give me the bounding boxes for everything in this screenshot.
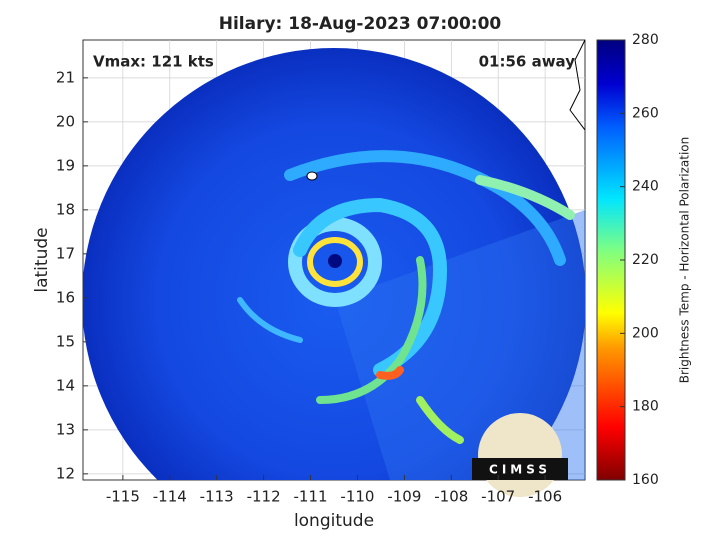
y-tick-label: 16: [56, 288, 75, 306]
y-tick-label: 19: [56, 156, 75, 174]
y-tick-label: 14: [56, 376, 75, 394]
annotation: 01:56 away: [479, 53, 576, 71]
y-tick-label: 21: [56, 68, 75, 86]
colorbar-label: Brightness Temp - Horizontal Polarizatio…: [678, 137, 692, 384]
x-tick-label: -111: [294, 488, 328, 506]
y-tick-label: 20: [56, 112, 75, 130]
colorbar-tick-label: 280: [632, 32, 659, 48]
y-tick-label: 12: [56, 464, 75, 482]
colorbar-tick-label: 200: [632, 325, 659, 341]
x-tick-label: -106: [528, 488, 562, 506]
annotation: Vmax: 121 kts: [93, 53, 214, 71]
satellite-image: [83, 40, 585, 480]
x-tick-label: -115: [106, 488, 140, 506]
colorbar-tick-label: 160: [632, 472, 659, 488]
x-tick-label: -107: [481, 488, 515, 506]
y-tick-label: 15: [56, 332, 75, 350]
x-tick-label: -114: [153, 488, 187, 506]
y-tick-label: 13: [56, 420, 75, 438]
logo: CIMSS: [472, 413, 568, 497]
x-tick-label: -112: [247, 488, 281, 506]
logo-text: CIMSS: [489, 463, 551, 477]
colorbar-tick-label: 260: [632, 105, 659, 121]
colorbar-tick-label: 220: [632, 252, 659, 268]
colorbar-tick-label: 240: [632, 179, 659, 195]
x-tick-label: -109: [387, 488, 421, 506]
y-tick-label: 18: [56, 200, 75, 218]
x-axis-label: longitude: [294, 511, 374, 531]
x-tick-label: -113: [200, 488, 234, 506]
y-axis-label: latitude: [32, 227, 52, 292]
y-tick-label: 17: [56, 244, 75, 262]
x-tick-label: -108: [434, 488, 468, 506]
chart-title: Hilary: 18-Aug-2023 07:00:00: [219, 14, 502, 34]
colorbar-tick-label: 180: [632, 399, 659, 415]
x-tick-label: -110: [340, 488, 374, 506]
